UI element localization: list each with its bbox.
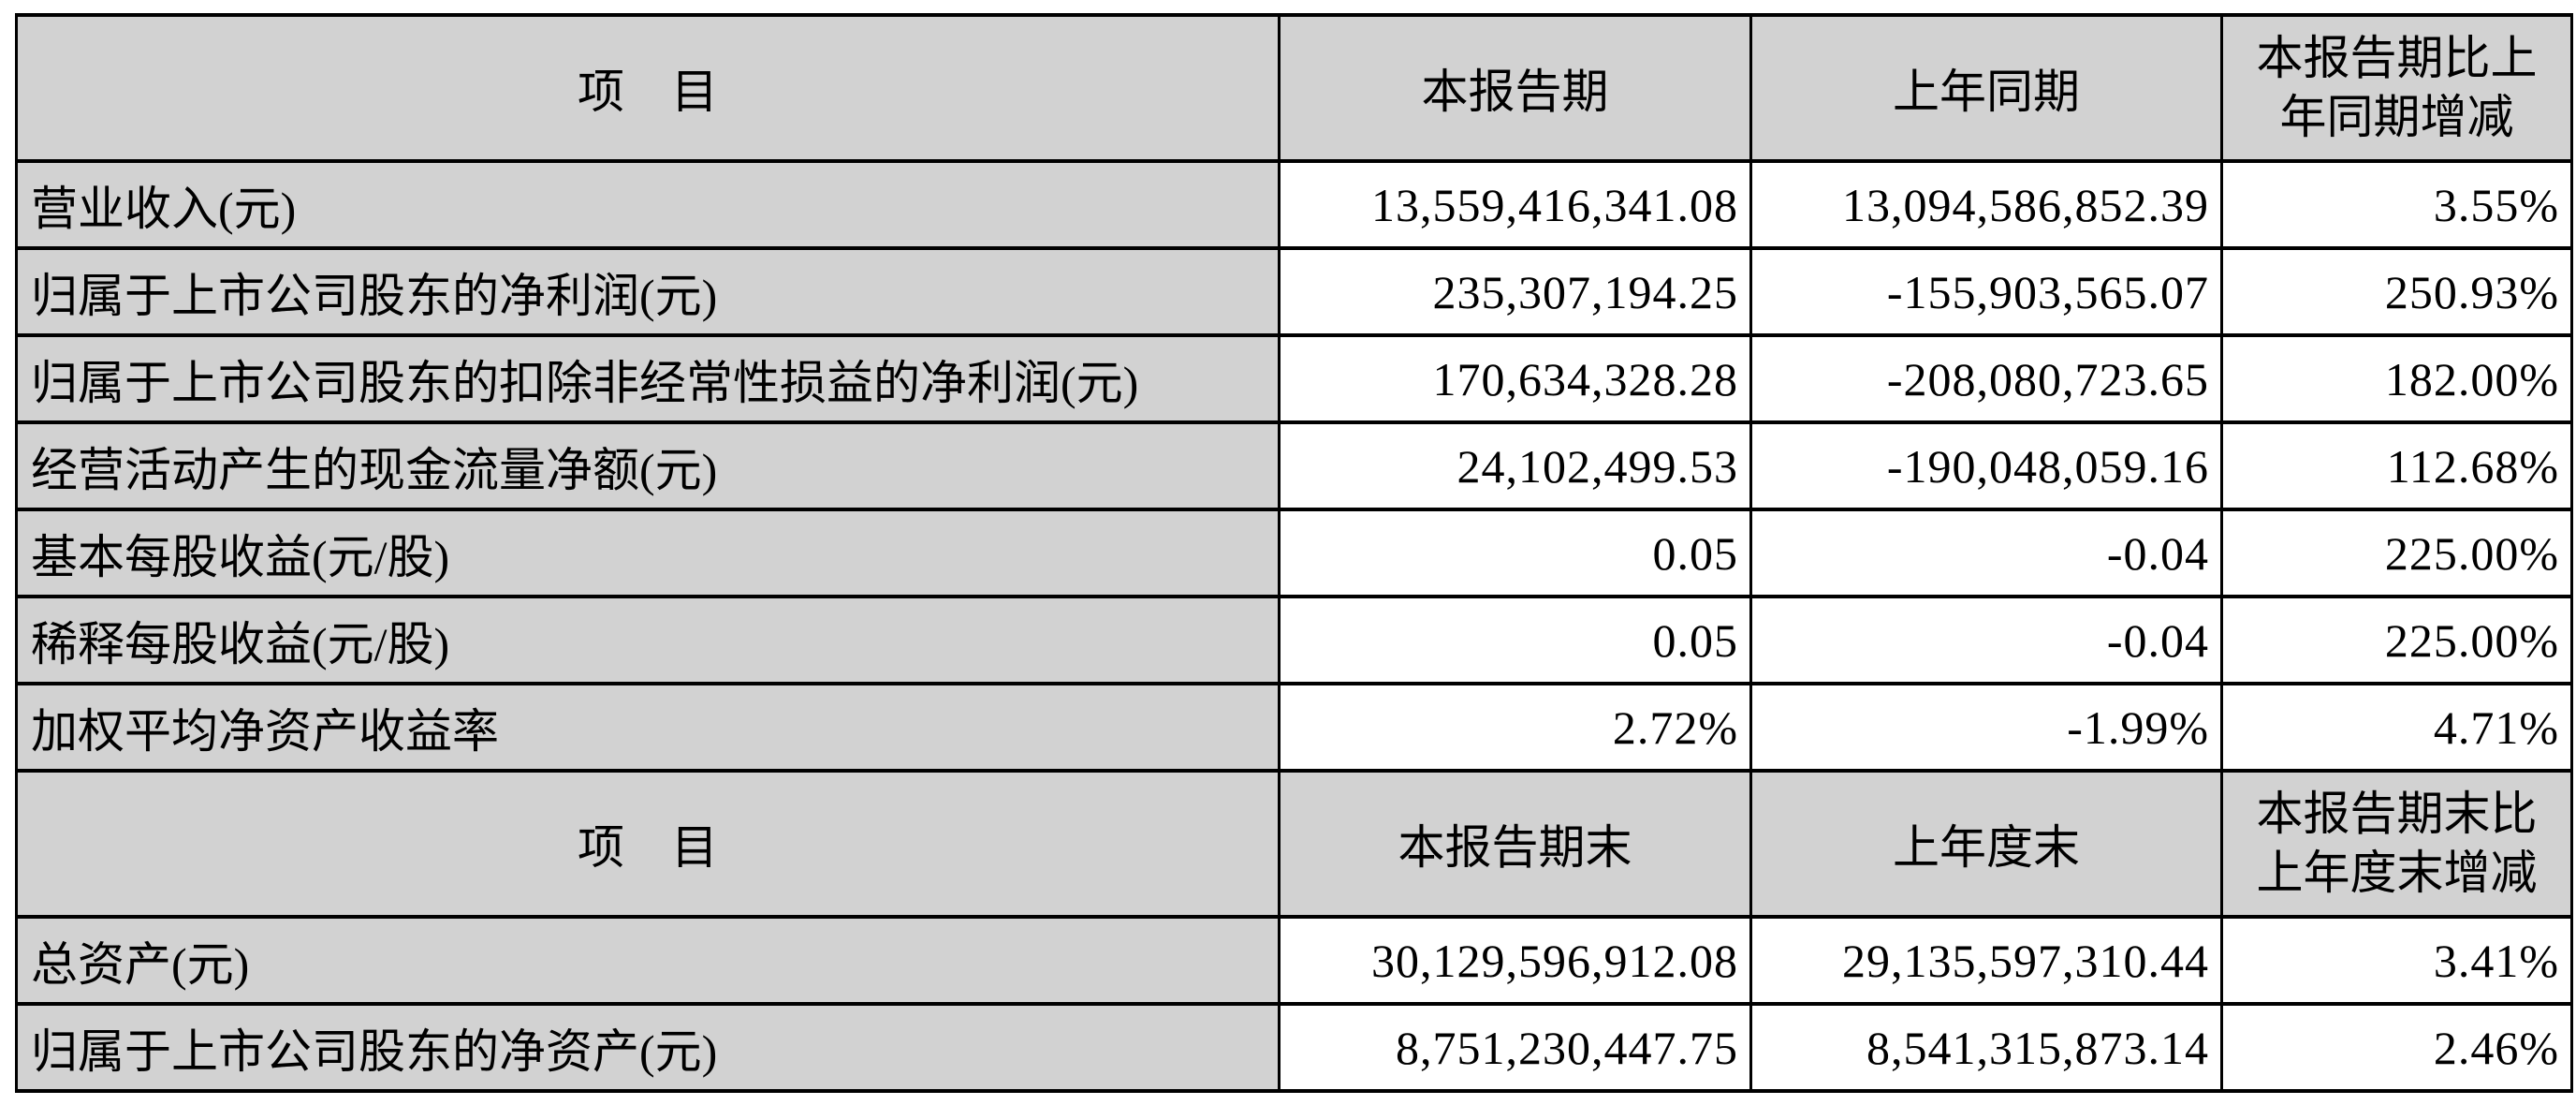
value-change: 112.68%	[2220, 420, 2573, 511]
table-row-weighted-avg-roe: 加权平均净资产收益率 2.72% -1.99% 4.71%	[15, 682, 2573, 773]
value-change: 4.71%	[2220, 682, 2573, 773]
row-label: 加权平均净资产收益率	[15, 682, 1281, 773]
row-label: 营业收入(元)	[15, 159, 1281, 250]
value-change: 3.55%	[2220, 159, 2573, 250]
value-change: 3.41%	[2220, 915, 2573, 1006]
row-label: 归属于上市公司股东的扣除非经常性损益的净利润(元)	[15, 333, 1281, 424]
row-label: 基本每股收益(元/股)	[15, 508, 1281, 598]
value-change: 225.00%	[2220, 595, 2573, 685]
value-prior-period: 13,094,586,852.39	[1749, 159, 2223, 250]
section1-header-row: 项 目 本报告期 上年同期 本报告期比上 年同期增减	[15, 13, 2573, 163]
section2-header-row: 项 目 本报告期末 上年度末 本报告期末比 上年度末增减	[15, 769, 2573, 919]
table-row-total-assets: 总资产(元) 30,129,596,912.08 29,135,597,310.…	[15, 915, 2573, 1006]
row-label: 归属于上市公司股东的净利润(元)	[15, 246, 1281, 337]
value-current-period: 0.05	[1278, 595, 1752, 685]
value-current-period: 235,307,194.25	[1278, 246, 1752, 337]
value-prior-year-end: 8,541,315,873.14	[1749, 1002, 2223, 1093]
section2-header-item: 项 目	[15, 769, 1281, 919]
financial-summary-table: 项 目 本报告期 上年同期 本报告期比上 年同期增减 营业收入(元) 13,55…	[15, 13, 2573, 1093]
table-row-operating-revenue: 营业收入(元) 13,559,416,341.08 13,094,586,852…	[15, 159, 2573, 250]
value-prior-year-end: 29,135,597,310.44	[1749, 915, 2223, 1006]
value-current-period: 13,559,416,341.08	[1278, 159, 1752, 250]
value-prior-period: -190,048,059.16	[1749, 420, 2223, 511]
section2-header-period-end: 本报告期末	[1278, 769, 1752, 919]
value-current-period: 2.72%	[1278, 682, 1752, 773]
value-change: 182.00%	[2220, 333, 2573, 424]
row-label: 经营活动产生的现金流量净额(元)	[15, 420, 1281, 511]
value-prior-period: -0.04	[1749, 508, 2223, 598]
value-period-end: 8,751,230,447.75	[1278, 1002, 1752, 1093]
section2-header-prior-year-end: 上年度末	[1749, 769, 2223, 919]
row-label: 归属于上市公司股东的净资产(元)	[15, 1002, 1281, 1093]
value-change: 250.93%	[2220, 246, 2573, 337]
value-change: 225.00%	[2220, 508, 2573, 598]
value-period-end: 30,129,596,912.08	[1278, 915, 1752, 1006]
section1-header-prior-period: 上年同期	[1749, 13, 2223, 163]
section1-header-change: 本报告期比上 年同期增减	[2220, 13, 2573, 163]
table-row-operating-cash-flow: 经营活动产生的现金流量净额(元) 24,102,499.53 -190,048,…	[15, 420, 2573, 511]
value-current-period: 0.05	[1278, 508, 1752, 598]
table-row-net-profit-excl-nonrecurring: 归属于上市公司股东的扣除非经常性损益的净利润(元) 170,634,328.28…	[15, 333, 2573, 424]
row-label: 总资产(元)	[15, 915, 1281, 1006]
section1-header-item: 项 目	[15, 13, 1281, 163]
table-row-basic-eps: 基本每股收益(元/股) 0.05 -0.04 225.00%	[15, 508, 2573, 598]
row-label: 稀释每股收益(元/股)	[15, 595, 1281, 685]
value-current-period: 24,102,499.53	[1278, 420, 1752, 511]
table-row-net-profit: 归属于上市公司股东的净利润(元) 235,307,194.25 -155,903…	[15, 246, 2573, 337]
section1-header-current-period: 本报告期	[1278, 13, 1752, 163]
value-prior-period: -208,080,723.65	[1749, 333, 2223, 424]
value-prior-period: -1.99%	[1749, 682, 2223, 773]
value-current-period: 170,634,328.28	[1278, 333, 1752, 424]
table-row-diluted-eps: 稀释每股收益(元/股) 0.05 -0.04 225.00%	[15, 595, 2573, 685]
section2-header-change: 本报告期末比 上年度末增减	[2220, 769, 2573, 919]
value-change: 2.46%	[2220, 1002, 2573, 1093]
value-prior-period: -155,903,565.07	[1749, 246, 2223, 337]
table-row-net-assets: 归属于上市公司股东的净资产(元) 8,751,230,447.75 8,541,…	[15, 1002, 2573, 1093]
value-prior-period: -0.04	[1749, 595, 2223, 685]
